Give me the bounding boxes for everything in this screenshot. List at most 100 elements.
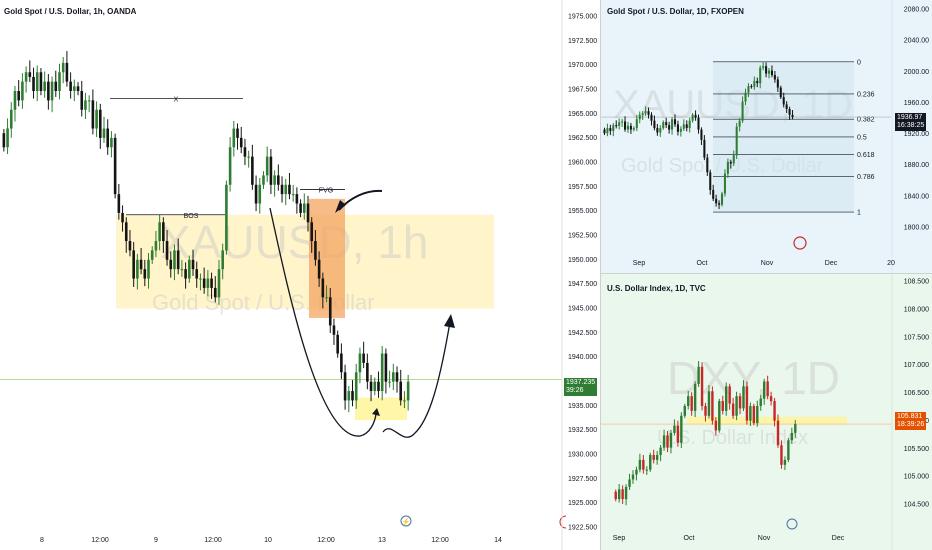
main-y-tick: 1925.000 bbox=[568, 500, 597, 507]
candle-body bbox=[243, 147, 247, 157]
main-x-tick: 14 bbox=[494, 537, 502, 544]
candle-body bbox=[645, 469, 649, 471]
candle-body bbox=[752, 405, 756, 424]
candle-body bbox=[659, 447, 662, 455]
candle-body bbox=[202, 278, 206, 288]
candle-body bbox=[258, 184, 262, 204]
candle-body bbox=[756, 405, 759, 424]
lightning-icon-glyph: ⚡ bbox=[402, 517, 411, 526]
candle-body bbox=[687, 396, 690, 406]
candle-body bbox=[139, 259, 143, 270]
fib-level-label: 0.5 bbox=[857, 134, 867, 141]
candle-body bbox=[184, 269, 187, 279]
dxy-x-tick: Oct bbox=[684, 535, 695, 542]
candle-body bbox=[665, 122, 668, 126]
dxy-x-tick: Dec bbox=[832, 535, 845, 542]
candle-body bbox=[773, 75, 776, 80]
candle-body bbox=[676, 124, 679, 132]
fib-level-label: 1 bbox=[857, 210, 861, 217]
candle-body bbox=[742, 386, 745, 409]
candle-body bbox=[765, 66, 768, 74]
candle-body bbox=[769, 396, 773, 402]
candle-body bbox=[726, 161, 729, 174]
candle-body bbox=[688, 120, 691, 129]
main-y-tick: 1922.500 bbox=[568, 525, 597, 532]
candle-body bbox=[621, 489, 624, 500]
dxy-price-tag: 105.831 18:39:26 bbox=[895, 412, 927, 430]
candle-body bbox=[162, 222, 165, 242]
candle-body bbox=[206, 278, 210, 288]
main-y-tick: 1947.500 bbox=[568, 281, 597, 288]
candle-body bbox=[221, 250, 224, 270]
candle-body bbox=[624, 486, 628, 500]
candle-body bbox=[251, 156, 254, 185]
main-y-tick: 1930.000 bbox=[568, 452, 597, 459]
candle-body bbox=[180, 269, 184, 271]
gold-price-countdown: 16:38:25 bbox=[897, 122, 925, 129]
candle-body bbox=[403, 400, 406, 402]
candle-body bbox=[750, 86, 753, 88]
projection-curve-right bbox=[382, 321, 451, 438]
candle-body bbox=[714, 420, 718, 431]
candle-body bbox=[254, 184, 258, 204]
dxy-y-tick: 104.500 bbox=[904, 502, 929, 509]
main-x-tick: 12:00 bbox=[91, 537, 109, 544]
candle-body bbox=[288, 184, 291, 195]
dxy-y-tick: 106.500 bbox=[904, 390, 929, 397]
candle-body bbox=[43, 81, 46, 92]
candle-body bbox=[358, 353, 362, 373]
candle-body bbox=[191, 259, 195, 270]
candle-body bbox=[124, 222, 128, 242]
panel-divider-vertical[interactable] bbox=[600, 0, 601, 550]
main-x-tick: 8 bbox=[40, 537, 44, 544]
candle-body bbox=[195, 269, 199, 279]
main-price-tag: 1937.235 39:26 bbox=[564, 378, 598, 396]
candle-body bbox=[759, 67, 762, 84]
candle-body bbox=[791, 114, 794, 118]
main-x-tick: 13 bbox=[378, 537, 386, 544]
candle-body bbox=[395, 372, 399, 382]
candle-body bbox=[110, 137, 113, 148]
gold-daily-canvas[interactable]: XAUUSD, 1DGold Spot / U.S. Dollar00.2360… bbox=[601, 0, 932, 273]
candle-body bbox=[745, 386, 749, 421]
candle-body bbox=[247, 156, 250, 158]
main-y-tick: 1975.000 bbox=[568, 14, 597, 21]
candle-body bbox=[69, 81, 72, 92]
candle-body bbox=[773, 401, 776, 421]
candle-body bbox=[128, 241, 132, 251]
dxy-daily-canvas[interactable]: DXY, 1D U.S. Dollar Index 108.500 108.000 10… bbox=[601, 274, 932, 550]
candle-body bbox=[39, 72, 43, 92]
main-y-tick: 1950.000 bbox=[568, 257, 597, 264]
candle-body bbox=[673, 425, 676, 433]
gold-y-tick: 1880.00 bbox=[904, 162, 929, 169]
candle-body bbox=[647, 111, 650, 115]
candle-body bbox=[380, 353, 384, 392]
main-chart-panel[interactable]: XAUUSD, 1h Gold Spot / U.S. Dollar X BOS FVG… bbox=[0, 0, 600, 550]
candle-body bbox=[762, 66, 765, 68]
candle-body bbox=[693, 383, 697, 411]
candle-body bbox=[603, 129, 606, 134]
candle-body bbox=[310, 222, 314, 242]
main-x-tick: 12:00 bbox=[204, 537, 222, 544]
gold-daily-panel[interactable]: XAUUSD, 1DGold Spot / U.S. Dollar00.2360… bbox=[601, 0, 932, 273]
candle-body bbox=[676, 425, 680, 443]
dxy-y-tick: 108.500 bbox=[904, 279, 929, 286]
candle-body bbox=[700, 366, 704, 406]
candle-body bbox=[24, 72, 28, 82]
main-x-tick: 9 bbox=[154, 537, 158, 544]
candle-body bbox=[735, 396, 738, 416]
candle-body bbox=[102, 128, 106, 138]
candle-body bbox=[729, 161, 732, 164]
candle-body bbox=[614, 491, 617, 500]
dxy-x-tick: Nov bbox=[758, 535, 771, 542]
candle-body bbox=[635, 469, 638, 475]
main-y-tick: 1967.500 bbox=[568, 87, 597, 94]
panel-divider-horizontal[interactable] bbox=[601, 273, 932, 274]
dxy-daily-panel[interactable]: DXY, 1D U.S. Dollar Index 108.500 108.000 10… bbox=[601, 274, 932, 550]
candle-body bbox=[277, 175, 280, 185]
candle-body bbox=[354, 372, 358, 401]
candle-body bbox=[236, 128, 239, 138]
candle-body bbox=[76, 86, 80, 92]
candle-body bbox=[629, 125, 632, 130]
